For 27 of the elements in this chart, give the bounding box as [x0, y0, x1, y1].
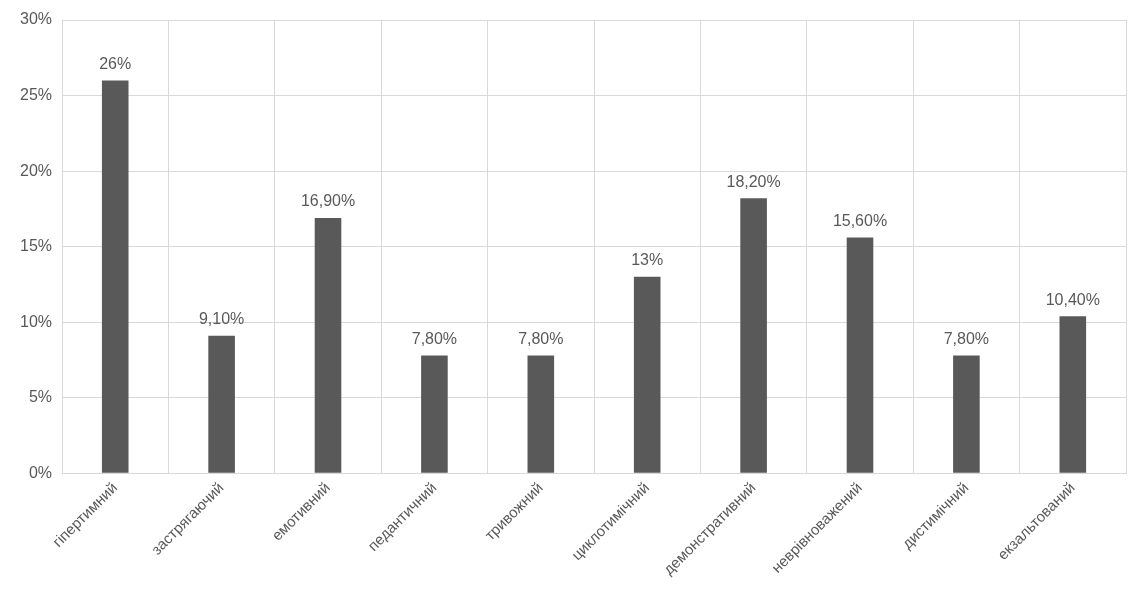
y-tick-label: 25% [19, 85, 53, 103]
bar [740, 198, 767, 473]
data-label: 10,40% [1045, 290, 1100, 308]
bar [101, 80, 129, 473]
y-tick-label: 5% [28, 388, 53, 406]
bar [527, 355, 555, 473]
bar [314, 217, 342, 473]
y-tick-label: 30% [19, 10, 53, 28]
y-tick-label: 0% [28, 463, 53, 481]
data-label: 7,80% [411, 329, 458, 347]
bar [953, 355, 980, 473]
y-tick-label: 20% [19, 161, 53, 179]
data-label: 15,60% [832, 211, 888, 229]
bar [208, 335, 235, 473]
y-tick-label: 15% [19, 237, 53, 255]
data-label: 7,80% [518, 329, 564, 347]
data-label: 16,90% [300, 192, 356, 210]
data-label: 26% [99, 54, 132, 72]
y-tick-label: 10% [19, 312, 53, 330]
bar [1059, 316, 1087, 473]
bar [846, 237, 874, 473]
bar [421, 355, 448, 473]
data-label: 7,80% [943, 329, 990, 347]
data-label: 13% [631, 251, 664, 269]
data-label: 9,10% [198, 310, 245, 328]
bar [633, 276, 661, 473]
data-label: 18,20% [726, 172, 781, 190]
